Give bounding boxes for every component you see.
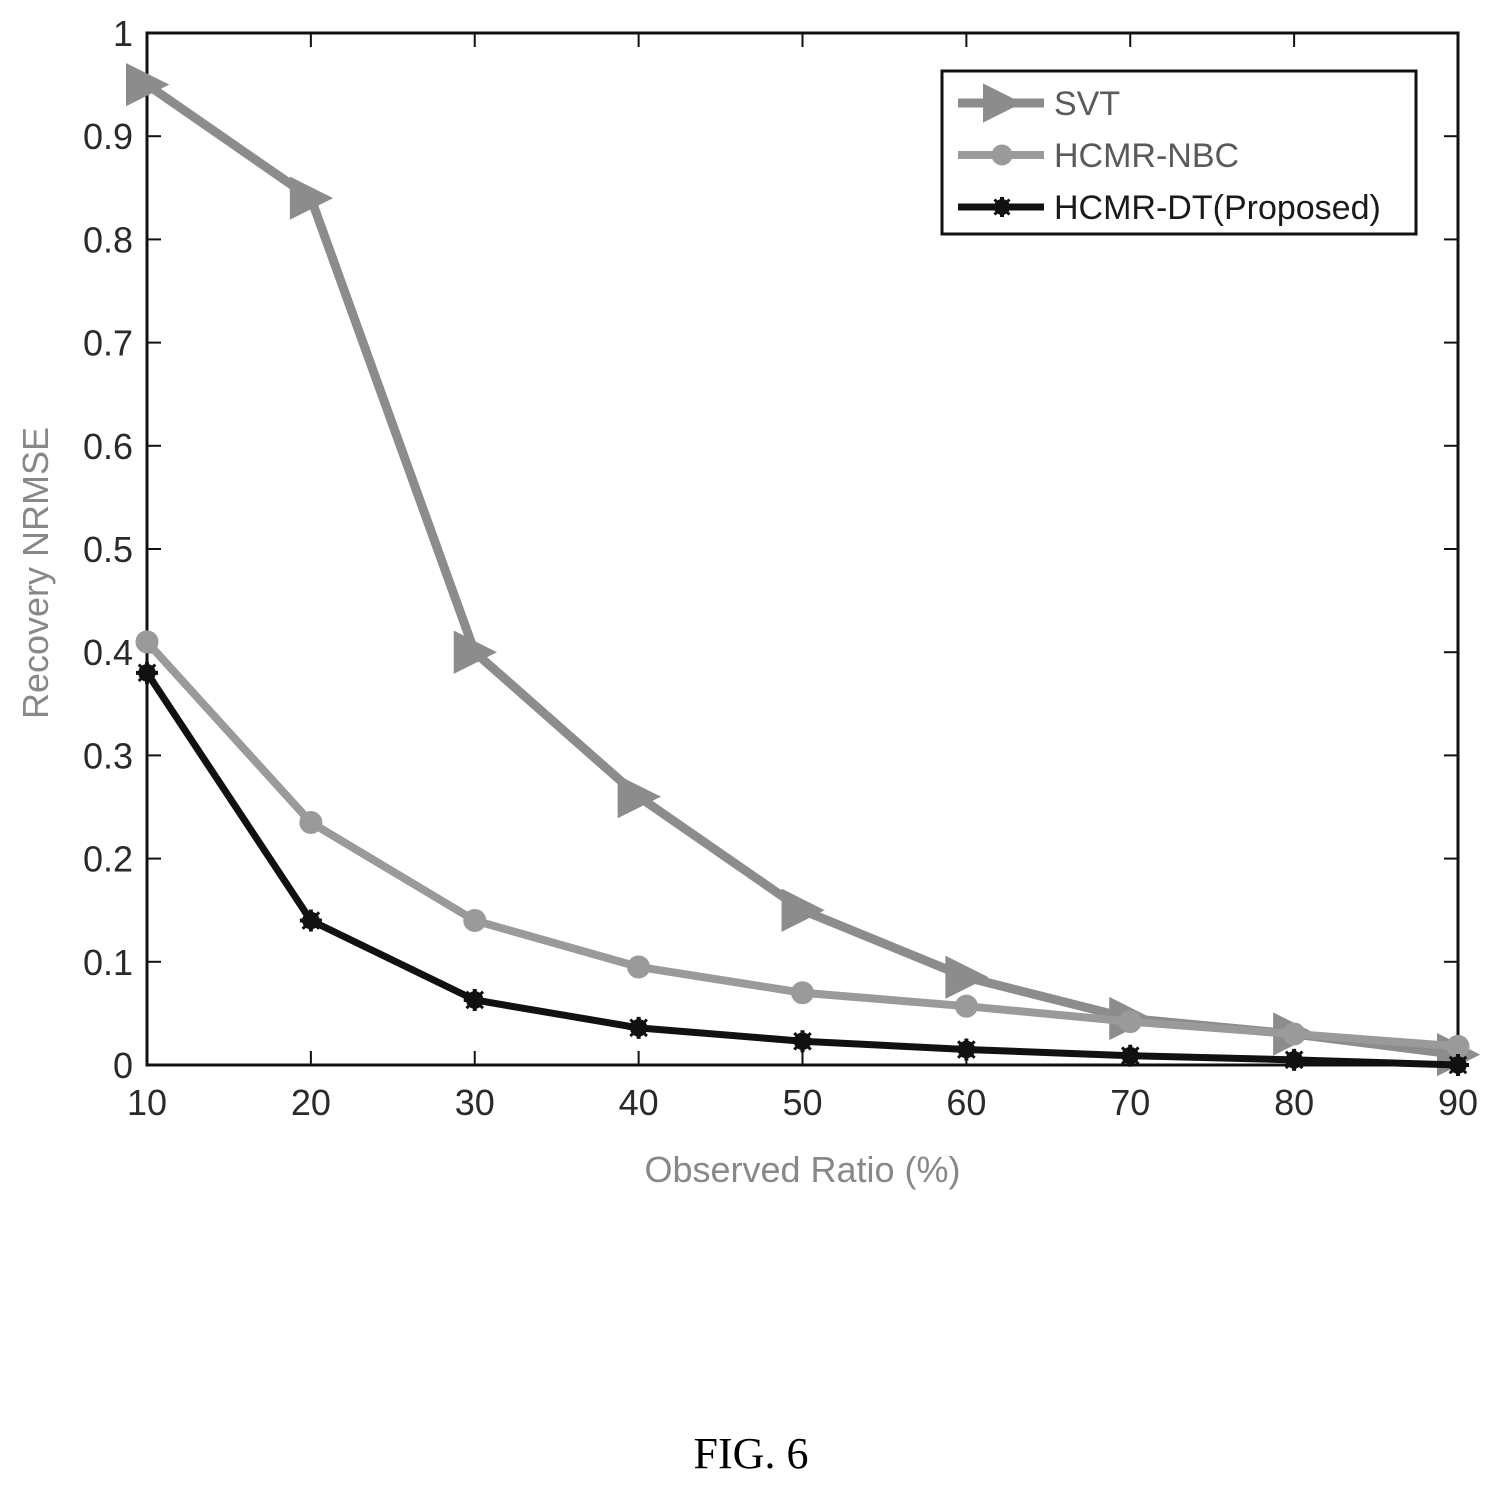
data-point-circle xyxy=(954,994,978,1018)
y-tick-labels: 0 0.1 0.2 0.3 0.4 0.5 0.6 0.7 0.8 0.9 1 xyxy=(83,13,133,1086)
y-tick-label: 0.3 xyxy=(83,735,133,776)
data-point-triangle xyxy=(453,630,497,674)
x-tick-label: 50 xyxy=(782,1082,822,1123)
data-point-triangle xyxy=(781,888,825,932)
legend-label: SVT xyxy=(1054,85,1120,123)
series-hcmr-nbc xyxy=(135,630,1470,1058)
y-tick-label: 0 xyxy=(113,1045,133,1086)
x-tick-label: 90 xyxy=(1438,1082,1478,1123)
data-point-triangle xyxy=(617,775,661,819)
data-point-star xyxy=(1119,1044,1142,1067)
x-tick-label: 60 xyxy=(946,1082,986,1123)
data-point-circle xyxy=(791,981,814,1005)
y-tick-label: 0.8 xyxy=(83,219,133,260)
legend-item: HCMR-NBC xyxy=(958,137,1239,175)
legend-label: HCMR-NBC xyxy=(1054,137,1239,175)
data-point-star xyxy=(992,197,1012,217)
series-layer xyxy=(126,62,1481,1077)
legend-item: SVT xyxy=(958,83,1120,123)
data-point-circle xyxy=(299,810,323,834)
data-point-triangle xyxy=(945,955,989,999)
x-tick-label: 70 xyxy=(1110,1082,1150,1123)
x-axis-label: Observed Ratio (%) xyxy=(644,1149,960,1190)
data-point-star xyxy=(1283,1048,1306,1071)
data-point-star xyxy=(627,1016,650,1039)
data-point-triangle xyxy=(126,62,170,107)
data-point-circle xyxy=(463,909,487,933)
x-tick-label: 30 xyxy=(455,1082,495,1123)
legend: SVT HCMR-NBC HCMR-DT(Proposed) xyxy=(940,69,1418,236)
legend-label: HCMR-DT(Proposed) xyxy=(1054,189,1381,227)
y-tick-label: 0.6 xyxy=(83,426,133,467)
y-tick-label: 0.5 xyxy=(83,529,133,570)
data-point-star xyxy=(299,909,322,932)
y-tick-label: 0.2 xyxy=(83,839,133,880)
data-point-star xyxy=(791,1030,814,1053)
data-point-star xyxy=(463,988,486,1011)
y-tick-label: 0.1 xyxy=(83,942,133,983)
data-point-circle xyxy=(135,630,159,654)
data-point-circle xyxy=(1282,1022,1306,1046)
data-point-star xyxy=(955,1038,978,1061)
y-tick-label: 1 xyxy=(113,13,133,54)
data-point-triangle xyxy=(289,176,334,220)
legend-item: HCMR-DT(Proposed) xyxy=(958,189,1381,227)
data-point-circle xyxy=(627,955,651,979)
x-tick-label: 80 xyxy=(1274,1082,1314,1123)
figure-caption: FIG. 6 xyxy=(693,1429,809,1478)
y-axis-label: Recovery NRMSE xyxy=(15,427,56,719)
axis-ticks xyxy=(146,32,1459,1066)
line-chart: 10 20 30 40 50 60 70 80 90 0 0.1 0.2 0.3 0.4 0.5 0.6 0.… xyxy=(15,13,1481,1190)
y-tick-label: 0.9 xyxy=(83,116,133,157)
x-tick-label: 20 xyxy=(291,1082,331,1123)
data-point-star xyxy=(136,661,158,684)
x-tick-label: 40 xyxy=(619,1082,659,1123)
data-point-triangle xyxy=(983,83,1023,123)
data-point-circle xyxy=(1118,1010,1142,1034)
data-point-circle xyxy=(991,144,1013,166)
y-tick-label: 0.7 xyxy=(83,323,133,364)
x-tick-label: 10 xyxy=(127,1082,167,1123)
y-tick-label: 0.4 xyxy=(83,632,133,673)
data-point-star xyxy=(1447,1054,1469,1076)
x-tick-labels: 10 20 30 40 50 60 70 80 90 xyxy=(127,1082,1478,1123)
series-hcmr-dt-proposed xyxy=(136,661,1469,1076)
